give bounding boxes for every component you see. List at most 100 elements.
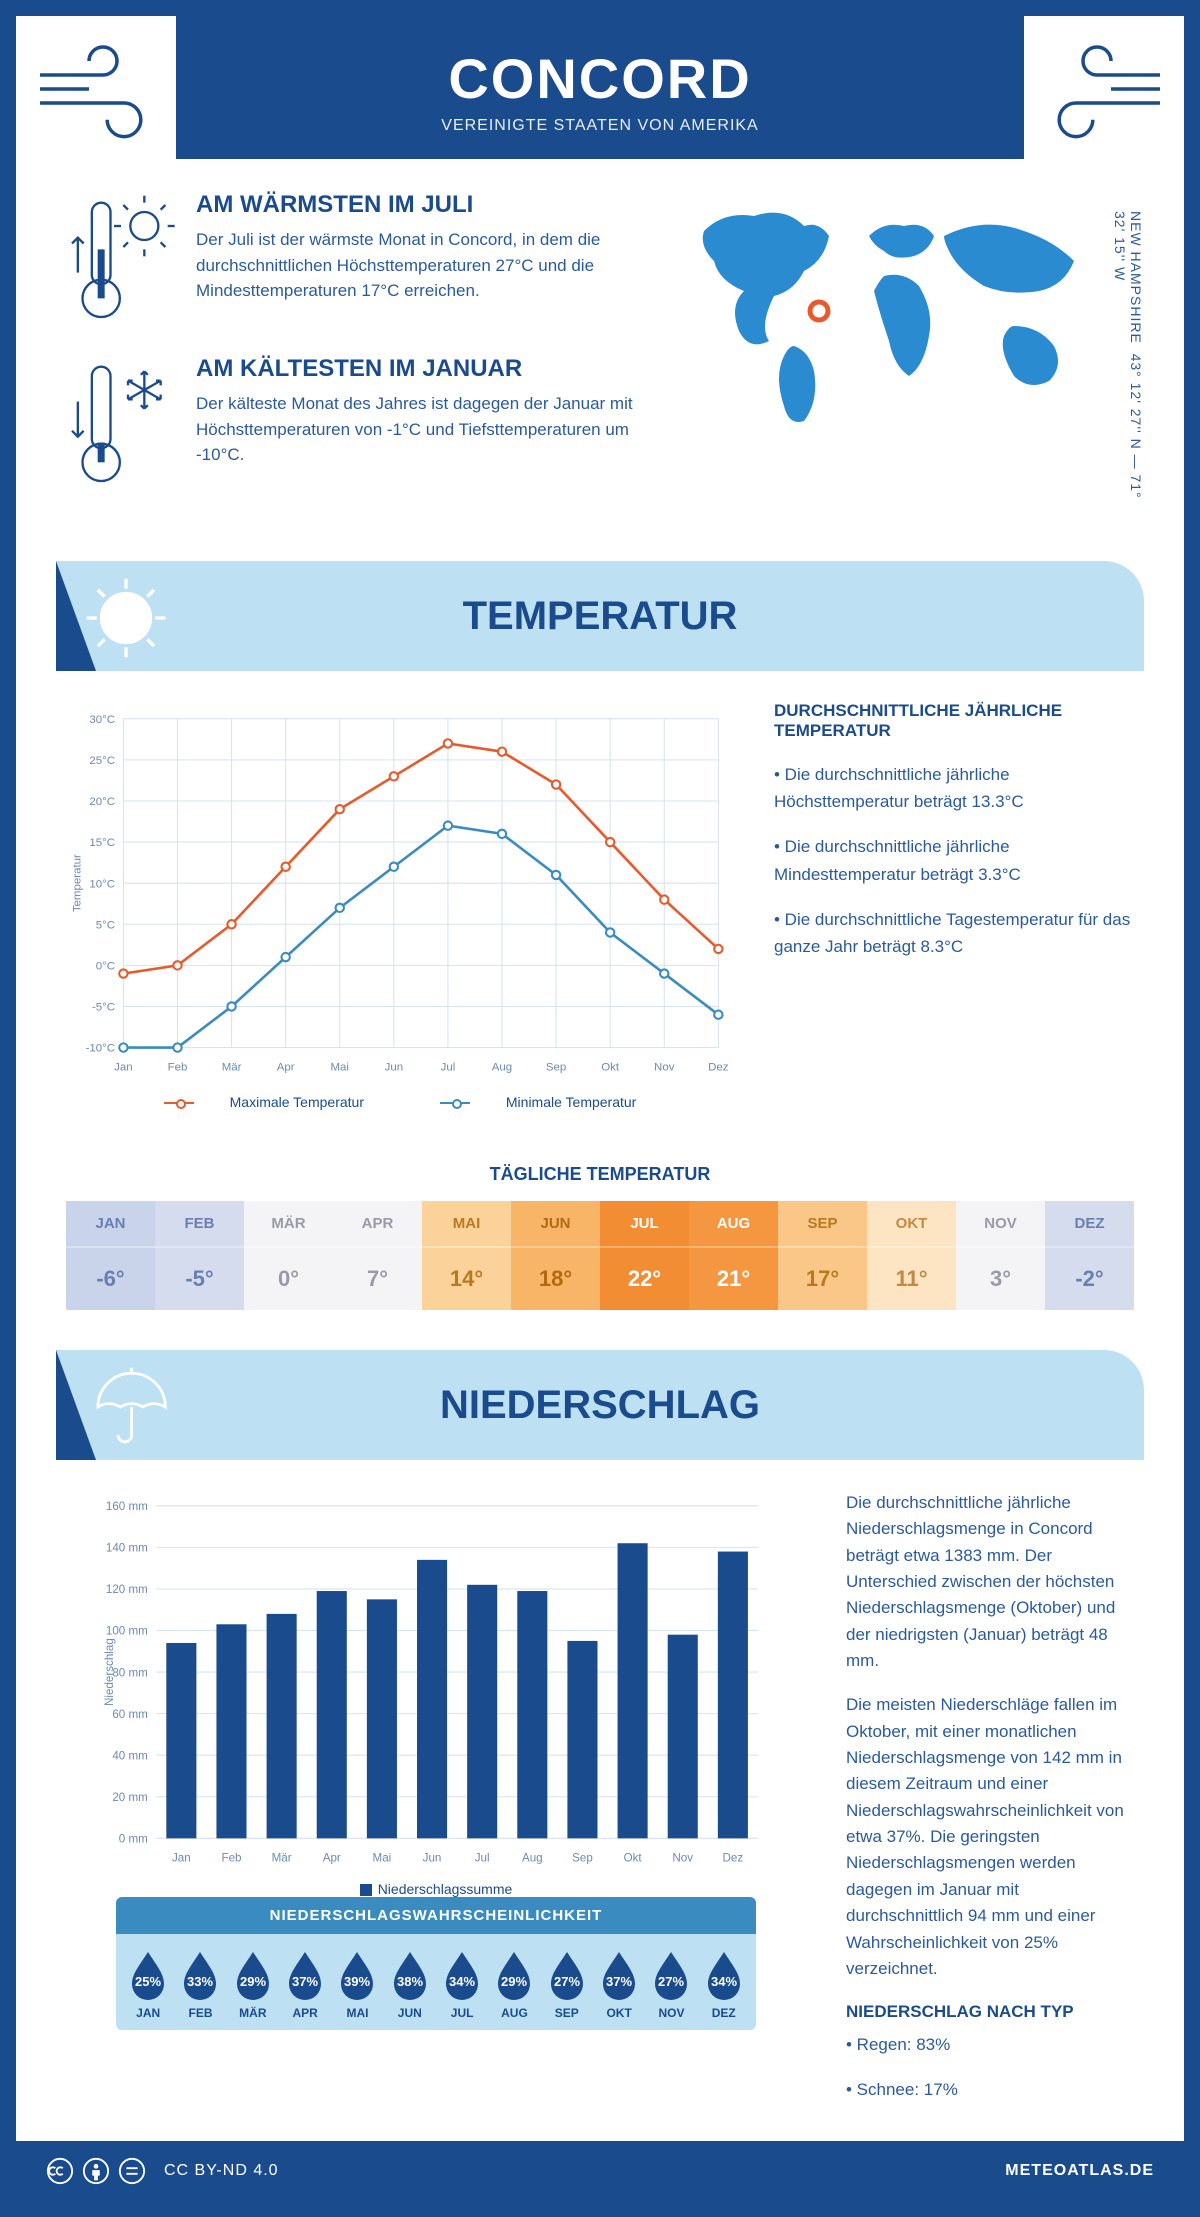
temp-cell: SEP17°: [778, 1201, 867, 1310]
temp-cell: NOV3°: [956, 1201, 1045, 1310]
temp-cell: DEZ-2°: [1045, 1201, 1134, 1310]
temp-cell: JAN-6°: [66, 1201, 155, 1310]
prob-cell: 25%JAN: [122, 1948, 174, 2020]
prob-cell: 27%SEP: [541, 1948, 593, 2020]
svg-text:20 mm: 20 mm: [112, 1791, 147, 1804]
svg-text:Aug: Aug: [522, 1852, 543, 1865]
temperature-section-header: TEMPERATUR: [56, 561, 1144, 671]
svg-text:29%: 29%: [501, 1974, 527, 1989]
svg-text:37%: 37%: [292, 1974, 318, 1989]
umbrella-icon: [81, 1362, 171, 1452]
svg-text:Jan: Jan: [114, 1062, 133, 1074]
site-name: METEOATLAS.DE: [1005, 2162, 1154, 2180]
precip-chart: 0 mm 20 mm 40 mm 60 mm 80 mm 100 mm 120 mm 140 …: [66, 1490, 806, 2121]
country-subtitle: VEREINIGTE STAATEN VON AMERIKA: [36, 117, 1164, 135]
svg-text:120 mm: 120 mm: [106, 1583, 148, 1596]
svg-text:Apr: Apr: [277, 1062, 295, 1074]
precip-summary: Die durchschnittliche jährliche Niedersc…: [846, 1490, 1134, 2121]
svg-text:10°C: 10°C: [89, 878, 115, 890]
wind-decoration-right: [1024, 16, 1184, 176]
temp-cell: FEB-5°: [155, 1201, 244, 1310]
temperature-title: TEMPERATUR: [56, 594, 1144, 639]
svg-text:Jun: Jun: [423, 1852, 442, 1865]
prob-cell: 38%JUN: [384, 1948, 436, 2020]
svg-text:Nov: Nov: [672, 1852, 693, 1865]
prob-cell: 37%APR: [279, 1948, 331, 2020]
svg-text:20°C: 20°C: [89, 796, 115, 808]
prob-cell: 33%FEB: [174, 1948, 226, 2020]
svg-text:Sep: Sep: [572, 1852, 593, 1865]
warmest-text: Der Juli ist der wärmste Monat in Concor…: [196, 227, 644, 304]
intro-section: AM WÄRMSTEN IM JULI Der Juli ist der wär…: [16, 159, 1184, 551]
page-header: CONCORD VEREINIGTE STAATEN VON AMERIKA: [16, 16, 1184, 159]
svg-text:0 mm: 0 mm: [119, 1833, 148, 1846]
svg-text:25°C: 25°C: [89, 755, 115, 767]
precip-probability-table: NIEDERSCHLAGSWAHRSCHEINLICHKEIT 25%JAN33…: [116, 1897, 756, 2030]
svg-text:15°C: 15°C: [89, 837, 115, 849]
svg-text:Nov: Nov: [654, 1062, 675, 1074]
svg-text:Jul: Jul: [475, 1852, 490, 1865]
warmest-block: AM WÄRMSTEN IM JULI Der Juli ist der wär…: [66, 191, 644, 331]
precip-title: NIEDERSCHLAG: [56, 1383, 1144, 1428]
coords-label: NEW HAMPSHIRE 43° 12' 27'' N — 71° 32' 1…: [1112, 211, 1144, 519]
prob-cell: 39%MAI: [331, 1948, 383, 2020]
license-block: CC BY-ND 4.0: [46, 2157, 279, 2185]
svg-text:100 mm: 100 mm: [106, 1625, 148, 1638]
svg-text:60 mm: 60 mm: [112, 1708, 147, 1721]
thermometer-hot-icon: [66, 191, 176, 331]
svg-text:Mär: Mär: [272, 1852, 292, 1865]
daily-temp-table: JAN-6°FEB-5°MÄR0°APR7°MAI14°JUN18°JUL22°…: [66, 1201, 1134, 1310]
svg-text:160 mm: 160 mm: [106, 1500, 148, 1513]
temperature-chart: -10°C-5°C0°C5°C10°C15°C20°C25°C30°CJanFe…: [66, 701, 734, 1110]
svg-text:80 mm: 80 mm: [112, 1666, 147, 1679]
prob-cell: 34%DEZ: [698, 1948, 750, 2020]
svg-text:Niederschlag: Niederschlag: [103, 1638, 116, 1706]
svg-text:Mai: Mai: [373, 1852, 392, 1865]
page-footer: CC BY-ND 4.0 METEOATLAS.DE: [16, 2141, 1184, 2201]
temp-cell: OKT11°: [867, 1201, 956, 1310]
svg-text:Feb: Feb: [168, 1062, 188, 1074]
world-map: [674, 191, 1094, 431]
coldest-text: Der kälteste Monat des Jahres ist dagege…: [196, 391, 644, 468]
temp-cell: JUN18°: [511, 1201, 600, 1310]
thermometer-cold-icon: [66, 355, 176, 495]
svg-text:5°C: 5°C: [96, 919, 115, 931]
precip-section-header: NIEDERSCHLAG: [56, 1350, 1144, 1460]
svg-text:Sep: Sep: [546, 1062, 566, 1074]
svg-text:39%: 39%: [344, 1974, 370, 1989]
location-marker: [810, 302, 828, 320]
license-text: CC BY-ND 4.0: [164, 2162, 279, 2180]
svg-text:34%: 34%: [711, 1974, 737, 1989]
svg-text:Jan: Jan: [172, 1852, 191, 1865]
temp-chart-legend: #sw-max::after{border-color:#e85a2b}Maxi…: [66, 1094, 734, 1110]
svg-text:Okt: Okt: [624, 1852, 643, 1865]
prob-cell: 34%JUL: [436, 1948, 488, 2020]
svg-text:140 mm: 140 mm: [106, 1542, 148, 1555]
coldest-block: AM KÄLTESTEN IM JANUAR Der kälteste Mona…: [66, 355, 644, 495]
svg-text:40 mm: 40 mm: [112, 1749, 147, 1762]
svg-text:33%: 33%: [187, 1974, 213, 1989]
svg-text:25%: 25%: [135, 1974, 161, 1989]
svg-text:Dez: Dez: [723, 1852, 744, 1865]
temp-cell: AUG21°: [689, 1201, 778, 1310]
svg-text:Okt: Okt: [601, 1062, 620, 1074]
temp-cell: MÄR0°: [244, 1201, 333, 1310]
svg-text:Feb: Feb: [221, 1852, 241, 1865]
sun-icon: [81, 573, 171, 663]
svg-text:27%: 27%: [658, 1974, 684, 1989]
prob-cell: 29%AUG: [488, 1948, 540, 2020]
temp-cell: JUL22°: [600, 1201, 689, 1310]
svg-text:Aug: Aug: [492, 1062, 512, 1074]
svg-text:Apr: Apr: [323, 1852, 341, 1865]
svg-text:Jul: Jul: [441, 1062, 456, 1074]
temp-cell: MAI14°: [422, 1201, 511, 1310]
temp-cell: APR7°: [333, 1201, 422, 1310]
by-icon: [82, 2157, 110, 2185]
nd-icon: [118, 2157, 146, 2185]
svg-text:37%: 37%: [606, 1974, 632, 1989]
warmest-title: AM WÄRMSTEN IM JULI: [196, 191, 644, 219]
svg-text:30°C: 30°C: [89, 714, 115, 726]
svg-text:0°C: 0°C: [96, 961, 115, 973]
prob-cell: 37%OKT: [593, 1948, 645, 2020]
precip-chart-legend: Niederschlagssumme: [66, 1881, 806, 1897]
